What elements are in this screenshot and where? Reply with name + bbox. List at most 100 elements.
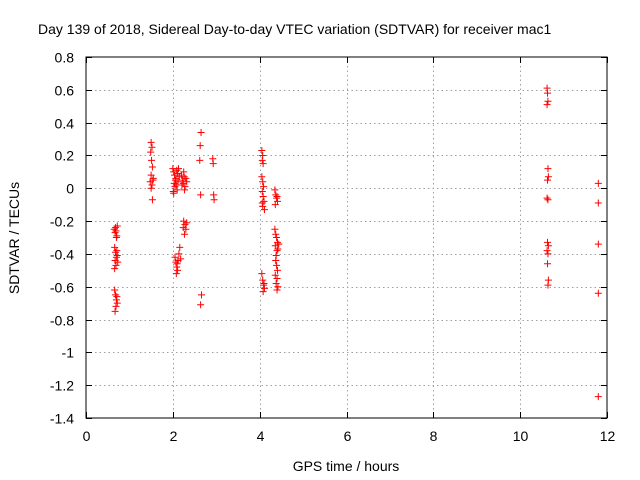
data-point xyxy=(259,276,267,284)
data-point xyxy=(273,275,281,283)
y-tick-label: 0 xyxy=(66,181,74,197)
data-point xyxy=(112,302,120,310)
data-point xyxy=(113,299,121,307)
data-point xyxy=(544,176,552,184)
x-tick-label: 4 xyxy=(257,428,265,444)
x-tick-label: 8 xyxy=(430,428,438,444)
data-point xyxy=(175,250,183,258)
data-point xyxy=(148,181,156,189)
data-point xyxy=(544,281,552,289)
data-point xyxy=(210,196,218,204)
data-point xyxy=(178,181,186,189)
data-point xyxy=(594,289,602,297)
data-point xyxy=(174,165,182,173)
data-point xyxy=(259,192,267,200)
tick-labels: 0 2 4 6 8 10 12 0.8 0.6 0.4 0.2 0 -0.2 -0.4 -0.6 -0.8 -1… xyxy=(50,50,616,445)
axis-ticks xyxy=(86,57,608,419)
data-point xyxy=(171,253,179,261)
data-point xyxy=(259,288,267,296)
data-point xyxy=(594,393,602,401)
y-tick-label: -1.4 xyxy=(50,411,74,427)
data-point xyxy=(544,196,552,204)
data-point xyxy=(148,163,156,171)
y-tick-label: -0.2 xyxy=(50,214,74,230)
data-point xyxy=(209,160,217,168)
data-point xyxy=(196,156,204,164)
y-tick-label: -1.2 xyxy=(50,378,74,394)
data-point xyxy=(543,101,551,109)
data-point xyxy=(111,265,119,273)
data-point xyxy=(273,234,281,241)
data-point xyxy=(260,206,268,214)
y-tick-label: 0.2 xyxy=(55,148,75,164)
data-point xyxy=(274,283,282,291)
data-point xyxy=(170,189,178,197)
data-point xyxy=(179,179,187,187)
x-tick-label: 6 xyxy=(344,428,352,444)
data-point xyxy=(273,261,281,269)
data-point xyxy=(179,224,187,232)
data-point xyxy=(197,128,205,136)
data-point xyxy=(180,217,188,225)
x-tick-label: 2 xyxy=(170,428,178,444)
data-point xyxy=(543,247,551,255)
data-point xyxy=(260,197,268,205)
data-point xyxy=(180,168,188,176)
data-point xyxy=(181,230,189,238)
data-point xyxy=(544,165,552,173)
data-point xyxy=(147,148,155,156)
data-point xyxy=(147,184,155,192)
data-point xyxy=(110,225,118,233)
data-point xyxy=(544,250,552,258)
data-point xyxy=(170,168,178,176)
data-point xyxy=(147,138,155,146)
data-point xyxy=(174,266,182,274)
data-point xyxy=(177,255,185,263)
data-point xyxy=(113,293,121,301)
y-axis-label: SDTVAR / TECUs xyxy=(6,182,22,294)
data-point xyxy=(197,301,205,309)
data-point xyxy=(114,258,122,266)
data-point xyxy=(112,248,120,256)
x-tick-label: 12 xyxy=(600,428,616,444)
data-point xyxy=(183,219,191,227)
data-point xyxy=(271,186,279,194)
data-point xyxy=(272,230,280,238)
data-point xyxy=(273,247,281,255)
data-point xyxy=(173,260,181,268)
data-point xyxy=(273,192,281,200)
data-point xyxy=(148,156,156,164)
data-point xyxy=(273,286,281,294)
data-point xyxy=(543,194,551,202)
data-point xyxy=(173,186,181,194)
data-point xyxy=(594,240,602,248)
data-point xyxy=(111,307,119,315)
y-tick-label: 0.4 xyxy=(55,116,75,132)
data-point xyxy=(258,199,266,207)
data-point xyxy=(148,143,156,151)
data-point xyxy=(181,220,189,228)
data-point xyxy=(148,196,156,204)
data-point xyxy=(173,166,181,174)
data-point xyxy=(181,186,189,194)
y-tick-label: -1 xyxy=(62,345,75,361)
data-point xyxy=(197,291,205,299)
data-point xyxy=(196,142,204,150)
data-point xyxy=(544,238,552,246)
data-point xyxy=(174,178,182,186)
data-point xyxy=(260,279,268,287)
data-point xyxy=(258,147,266,155)
y-tick-label: -0.4 xyxy=(50,247,74,263)
data-point xyxy=(544,173,552,181)
data-point xyxy=(272,256,280,264)
data-point xyxy=(259,178,267,186)
data-point xyxy=(258,270,266,278)
data-point xyxy=(272,279,280,287)
data-point xyxy=(113,247,121,255)
data-point xyxy=(258,188,266,196)
data-point xyxy=(197,191,205,199)
data-point xyxy=(176,243,184,251)
data-point xyxy=(112,261,120,269)
x-axis-label: GPS time / hours xyxy=(293,458,400,474)
